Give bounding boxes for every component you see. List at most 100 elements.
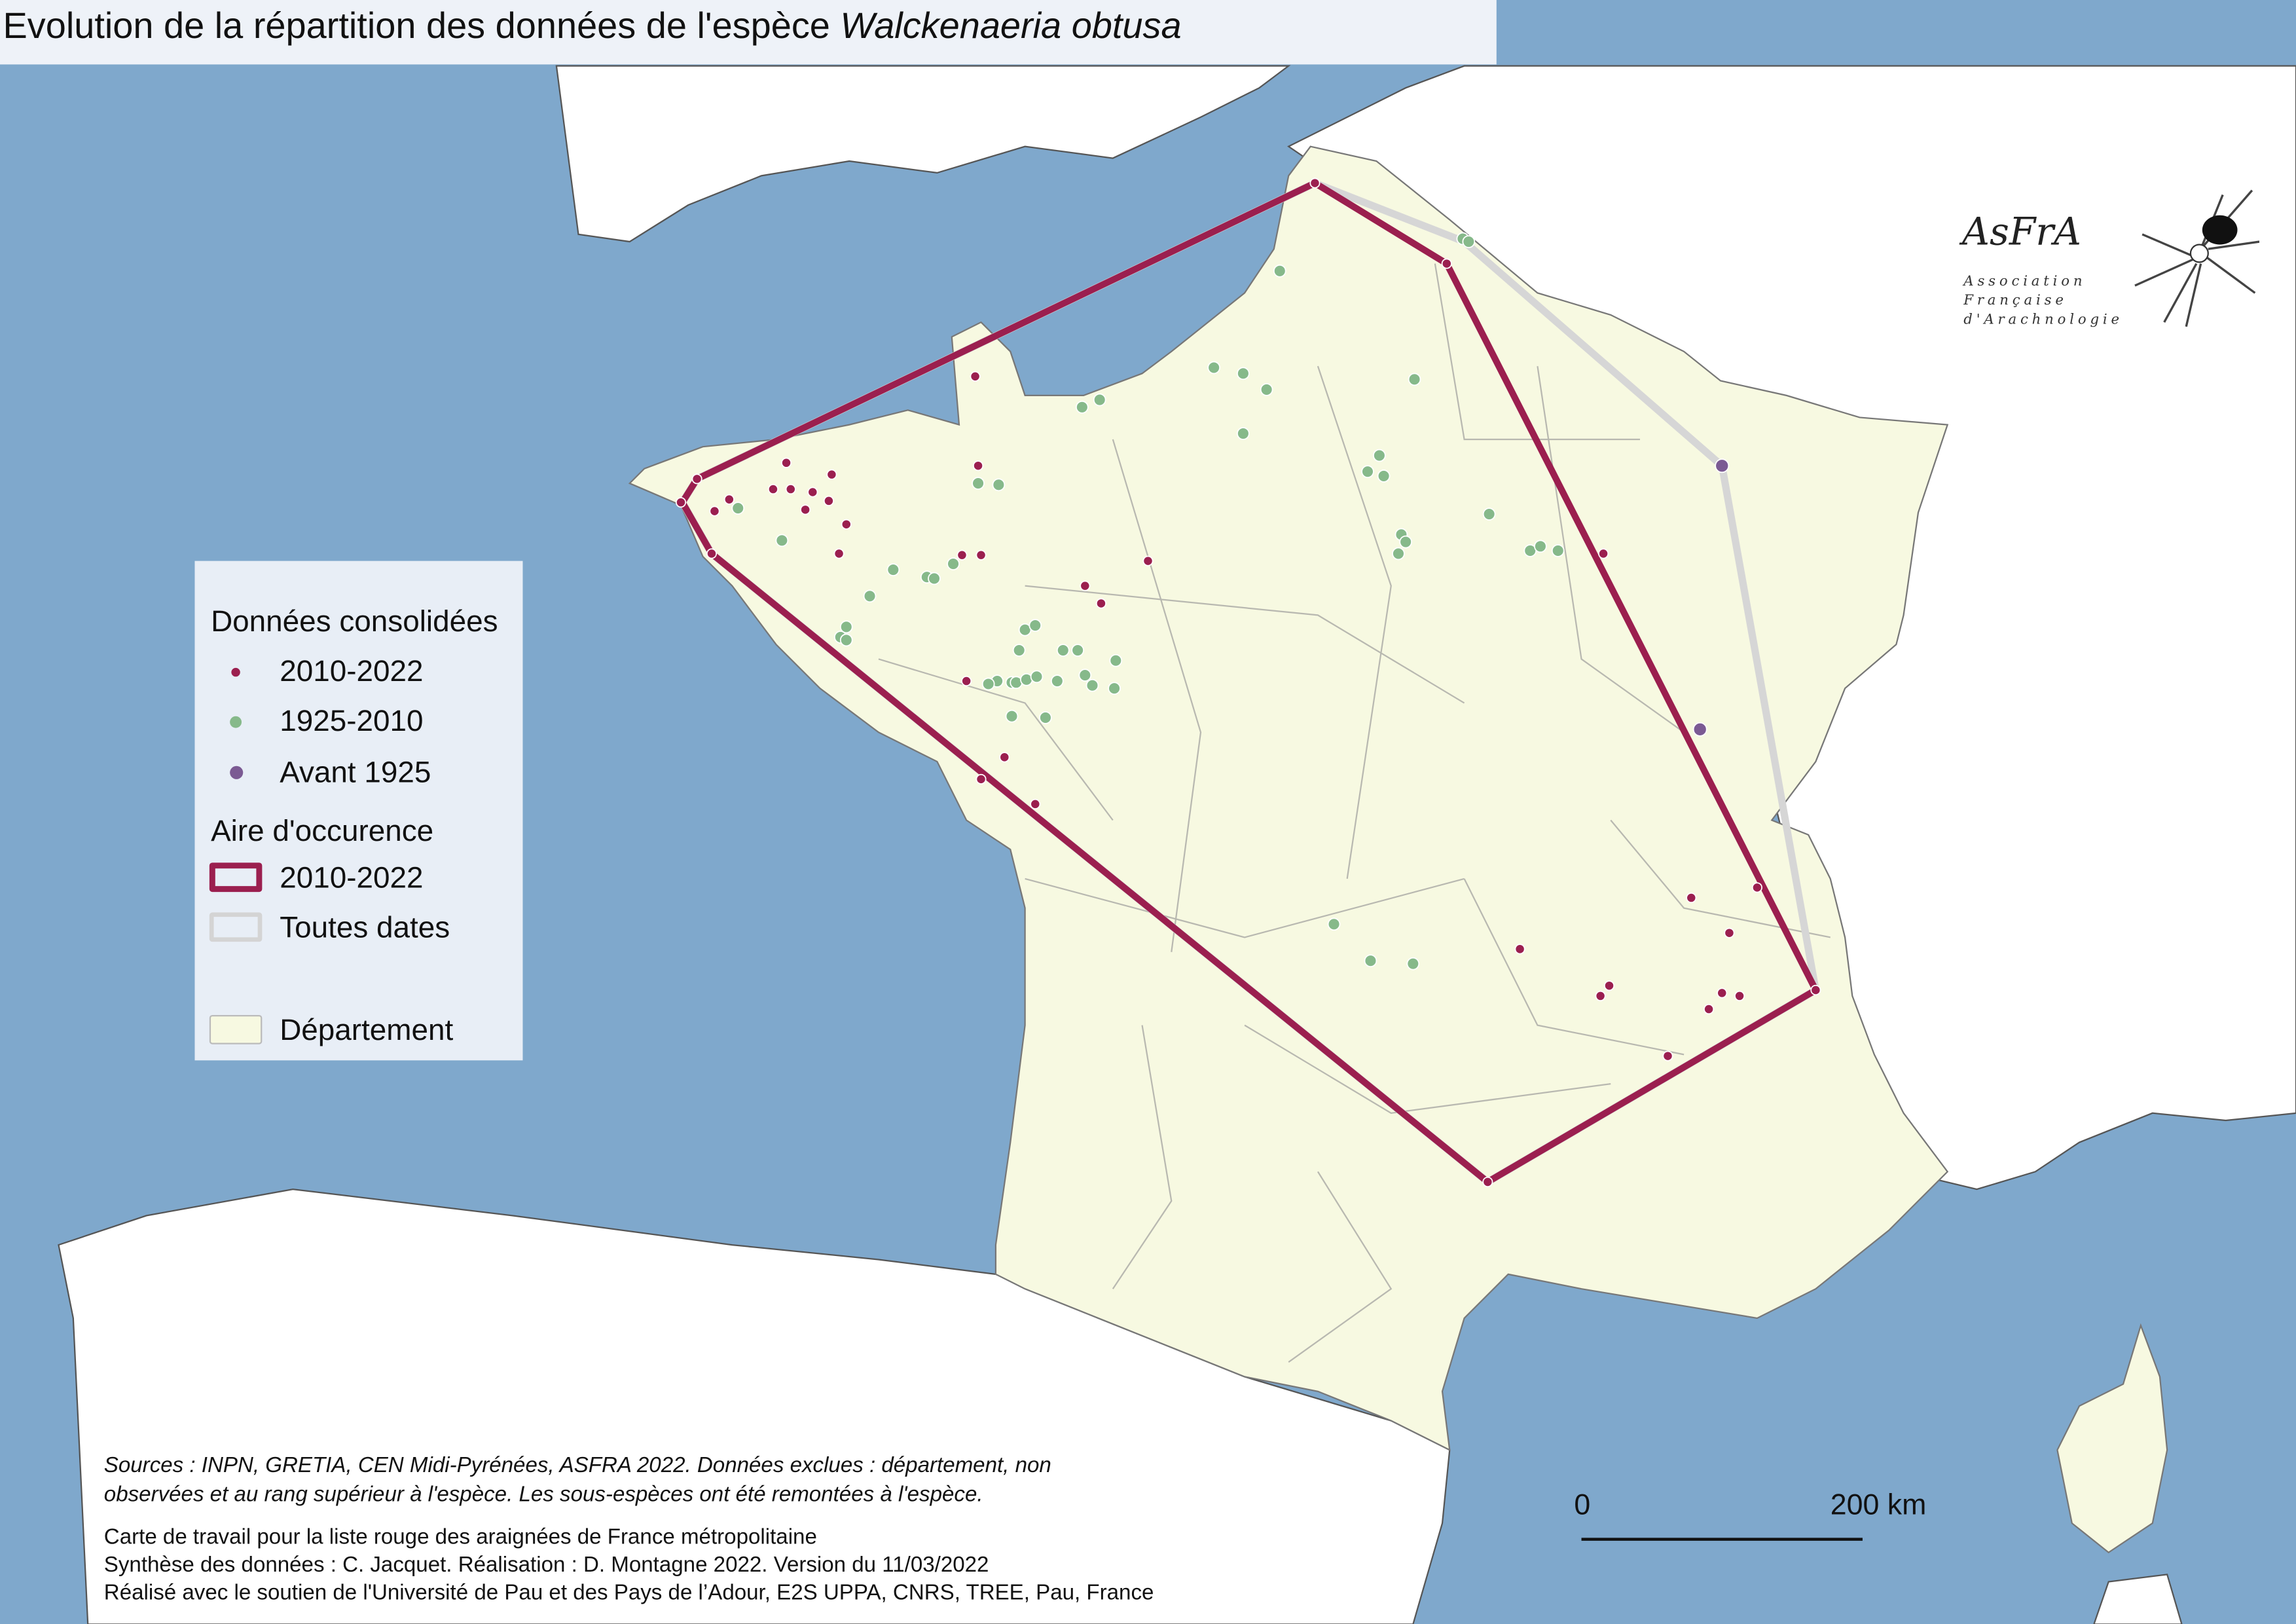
observation-2010-2022	[972, 460, 984, 471]
department-boundary	[878, 658, 1114, 821]
spider-icon	[2134, 189, 2260, 327]
observation-2010-2022	[1603, 980, 1615, 991]
observation-2010-2022	[841, 519, 852, 530]
observation-2010-2022	[1595, 990, 1606, 1001]
observation-1925-2010	[1207, 361, 1220, 375]
scale-bar-start: 0	[1574, 1489, 1591, 1522]
observation-2010-2022	[1810, 984, 1821, 995]
observation-1925-2010	[1408, 373, 1421, 386]
observation-2010-2022	[807, 487, 818, 498]
observation-1925-2010	[1005, 709, 1019, 723]
observation-2010-2022	[957, 549, 968, 561]
observation-1925-2010	[928, 572, 941, 585]
spain	[58, 1188, 1451, 1624]
logo-name: AsFrA	[1962, 211, 2082, 255]
observation-2010-2022	[1598, 548, 1609, 559]
legend: Données consolidées 2010-2022 1925-2010 …	[194, 561, 523, 1061]
observation-1925-2010	[1260, 383, 1273, 396]
observation-1925-2010	[1462, 235, 1476, 248]
species-name: Walckenaeria obtusa	[840, 5, 1182, 47]
observation-1925-2010	[1039, 711, 1052, 724]
observation-1925-2010	[1327, 917, 1341, 931]
observation-2010-2022	[706, 548, 718, 559]
map-title: Evolution de la répartition des données …	[0, 0, 1497, 65]
observation-1925-2010	[1482, 507, 1496, 521]
legend-label-1925-2010: 1925-2010	[280, 704, 424, 739]
observation-2010-2022	[1095, 598, 1106, 609]
observation-1925-2010	[1361, 465, 1374, 479]
credits-line-2: Synthèse des données : C. Jacquet. Réali…	[103, 1554, 989, 1578]
legend-dot-avant-1925	[230, 766, 244, 779]
observation-2010-2022	[691, 473, 702, 485]
sources-line-1: Sources : INPN, GRETIA, CEN Midi-Pyrénée…	[103, 1454, 1051, 1478]
legend-swatch-area-recent	[209, 862, 263, 893]
observation-avant-1925	[1715, 458, 1730, 473]
observation-1925-2010	[947, 557, 960, 570]
corsica	[2056, 1323, 2168, 1554]
observation-1925-2010	[1093, 393, 1106, 407]
observation-2010-2022	[1482, 1176, 1493, 1187]
observation-1925-2010	[1377, 470, 1391, 483]
observation-1925-2010	[1108, 682, 1121, 695]
department-boundary	[1112, 439, 1202, 952]
legend-label-avant-1925: Avant 1925	[280, 756, 431, 790]
legend-swatch-area-all	[209, 912, 263, 942]
legend-label-2010-2022: 2010-2022	[280, 654, 424, 689]
observation-2010-2022	[1080, 580, 1091, 591]
department-boundary	[1463, 878, 1685, 1056]
legend-swatch-department	[209, 1014, 263, 1044]
observation-2010-2022	[781, 457, 792, 468]
sardinia	[2093, 1574, 2183, 1624]
observation-1925-2010	[981, 677, 995, 691]
observation-2010-2022	[675, 497, 687, 508]
department-boundary	[1317, 365, 1392, 879]
observation-1925-2010	[992, 478, 1006, 492]
logo-line-1: Association	[1963, 274, 2086, 290]
legend-dot-2010-2022	[231, 667, 240, 677]
observation-2010-2022	[1686, 892, 1697, 904]
observation-2010-2022	[1030, 798, 1041, 809]
observation-2010-2022	[1717, 987, 1728, 999]
observation-2010-2022	[823, 495, 834, 506]
observation-1925-2010	[1012, 644, 1026, 657]
observation-avant-1925	[1692, 722, 1707, 737]
department-boundary	[1434, 263, 1640, 441]
logo-subtitle: Association Française d'Arachnologie	[1963, 272, 2123, 329]
observation-points	[675, 177, 1821, 1187]
observation-2010-2022	[999, 752, 1010, 763]
observation-1925-2010	[1406, 957, 1420, 970]
department-boundary	[1288, 1171, 1393, 1363]
observation-2010-2022	[975, 773, 987, 784]
observation-1925-2010	[972, 477, 985, 490]
observation-2010-2022	[833, 548, 845, 559]
observation-2010-2022	[1662, 1050, 1673, 1061]
observation-1925-2010	[886, 563, 900, 576]
observation-1925-2010	[1056, 644, 1070, 657]
observation-1925-2010	[839, 633, 853, 647]
observation-1925-2010	[1551, 544, 1565, 557]
observation-1925-2010	[1534, 540, 1547, 553]
france	[628, 145, 1949, 1452]
logo-line-2: Française	[1963, 293, 2068, 309]
observation-2010-2022	[1142, 555, 1154, 566]
observation-2010-2022	[1704, 1003, 1715, 1015]
observation-2010-2022	[1734, 990, 1745, 1001]
observation-2010-2022	[709, 506, 720, 517]
legend-label-department: Département	[280, 1013, 454, 1048]
observation-2010-2022	[826, 469, 837, 480]
united-kingdom	[555, 65, 1291, 243]
observation-1925-2010	[1399, 535, 1412, 549]
observation-2010-2022	[1514, 944, 1525, 955]
observation-2010-2022	[1724, 927, 1735, 938]
observation-2010-2022	[1441, 258, 1452, 269]
observation-1925-2010	[1085, 678, 1099, 692]
observation-1925-2010	[1364, 954, 1377, 968]
observation-1925-2010	[1273, 264, 1286, 278]
observation-1925-2010	[1237, 427, 1250, 440]
department-boundaries	[878, 263, 1831, 1363]
asfra-logo: AsFrA Association Française d'Arachnolog…	[1959, 189, 2260, 352]
observation-1925-2010	[863, 589, 877, 603]
observation-2010-2022	[1751, 882, 1762, 893]
department-boundary	[1537, 365, 1685, 733]
